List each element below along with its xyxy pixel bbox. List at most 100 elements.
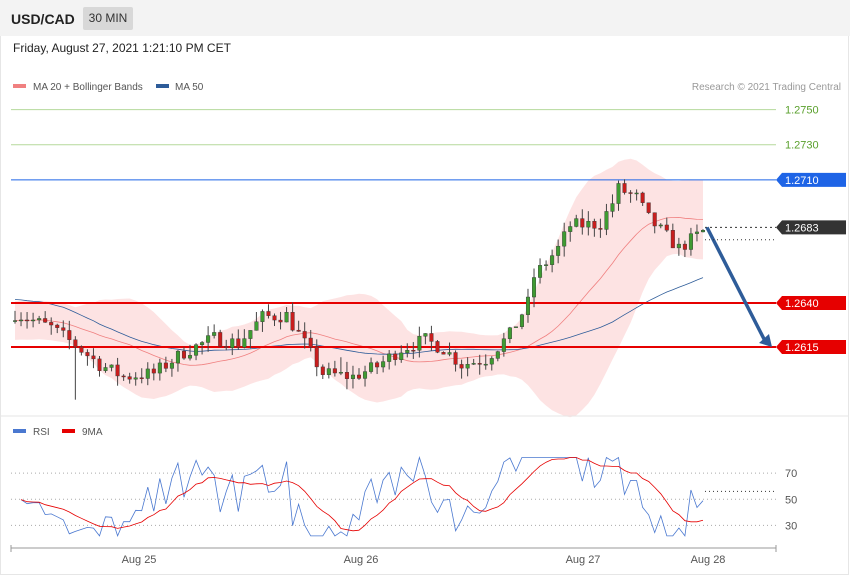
main-legend: MA 20 + Bollinger Bands MA 50	[13, 82, 204, 93]
candle	[435, 339, 440, 354]
candle	[67, 320, 72, 350]
candle	[181, 346, 186, 360]
candle	[453, 350, 458, 372]
candle	[91, 348, 96, 369]
candle	[417, 326, 422, 358]
candle	[236, 329, 241, 350]
candle	[399, 345, 404, 363]
x-label-aug-25: Aug 25	[122, 554, 157, 566]
ma20-line	[14, 216, 704, 366]
candle	[670, 223, 675, 249]
candle	[290, 302, 295, 332]
candle	[43, 311, 48, 323]
candle	[682, 240, 687, 258]
candle	[538, 258, 543, 284]
moving-averages	[14, 216, 704, 366]
candle	[133, 372, 138, 386]
level-value-1.2683: 1.2683	[785, 222, 819, 234]
candle	[31, 312, 36, 328]
candle	[483, 354, 488, 370]
level-value-1.2710: 1.2710	[785, 175, 819, 187]
candle	[121, 374, 126, 381]
candle	[507, 326, 512, 344]
candle	[465, 357, 470, 377]
candle	[405, 343, 410, 358]
candle	[556, 239, 561, 264]
ma50-legend-label: MA 50	[175, 82, 204, 93]
candle	[429, 325, 434, 351]
price-level-labels: 1.2750 1.2730 1.2710 1.2683 1.2640 1.2615	[776, 105, 846, 354]
x-label-aug-28: Aug 28	[691, 554, 726, 566]
x-label-aug-26: Aug 26	[344, 554, 379, 566]
candle	[447, 342, 452, 357]
candle	[562, 222, 567, 257]
candle	[495, 350, 500, 362]
candle	[525, 288, 530, 323]
level-badge-1.2615	[776, 339, 846, 354]
candle	[326, 362, 331, 379]
candle	[381, 355, 386, 373]
level-badge-1.2640	[776, 295, 846, 310]
candle	[314, 339, 319, 377]
candle	[628, 190, 633, 203]
candle	[79, 345, 84, 356]
candle	[85, 349, 90, 366]
x-label-aug-27: Aug 27	[566, 554, 601, 566]
candle	[97, 356, 102, 377]
candle	[260, 309, 265, 332]
candle	[272, 313, 277, 327]
candle	[610, 194, 615, 218]
candle	[320, 364, 325, 380]
rsi-ma-legend-swatch	[62, 429, 75, 433]
candle	[278, 311, 283, 330]
candle	[188, 344, 193, 361]
candle	[169, 358, 174, 377]
candle	[12, 310, 17, 324]
candle	[652, 212, 657, 234]
timeframe-button[interactable]: 30 MIN	[83, 7, 133, 30]
candle	[586, 211, 591, 236]
candle	[103, 363, 108, 373]
price-levels	[11, 109, 776, 348]
candle	[151, 363, 156, 381]
candle	[242, 329, 247, 349]
candle	[157, 358, 162, 381]
candle	[513, 326, 518, 328]
ma50-legend-swatch	[156, 84, 169, 88]
candle	[338, 357, 343, 376]
candle	[574, 214, 579, 228]
candle	[640, 191, 645, 206]
candle	[218, 329, 223, 348]
candle	[580, 209, 585, 235]
candle	[471, 358, 476, 365]
candle	[694, 224, 699, 242]
candle	[664, 217, 669, 233]
candle	[248, 330, 253, 349]
forecast-arrow-shaft	[705, 226, 768, 344]
candle	[49, 317, 54, 335]
candle	[616, 180, 621, 211]
rsi-ma-line	[20, 457, 704, 532]
candle	[501, 332, 506, 357]
candle	[344, 361, 349, 390]
candle	[37, 315, 42, 324]
candle	[266, 304, 271, 319]
candle	[592, 218, 597, 237]
candle	[206, 326, 211, 352]
candle	[302, 322, 307, 349]
rsi-level-label-30: 30	[785, 520, 797, 532]
candle	[604, 203, 609, 236]
candle	[658, 223, 663, 229]
bollinger-bands	[15, 158, 703, 418]
rsi-level-label-50: 50	[785, 494, 797, 506]
level-label-1.2750: 1.2750	[785, 105, 819, 117]
symbol-title: USD/CAD	[11, 11, 75, 27]
level-badge-1.2710	[776, 172, 846, 187]
candle	[489, 356, 494, 371]
candle	[175, 349, 180, 372]
candle	[369, 357, 374, 374]
ma20-legend-swatch	[13, 84, 26, 88]
candle	[634, 189, 639, 201]
candle	[459, 359, 464, 379]
